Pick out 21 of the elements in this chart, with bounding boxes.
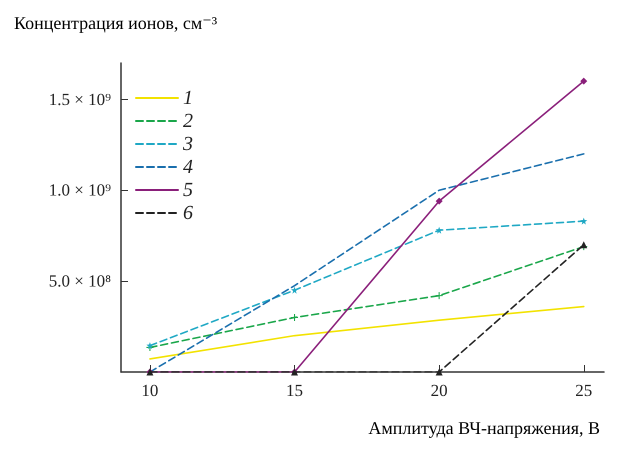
x-tick-label: 15 [286, 381, 304, 400]
y-tick-label: 1.0 × 10⁹ [48, 180, 112, 200]
point [580, 78, 588, 85]
y-tick-label: 5.0 × 10⁸ [48, 272, 112, 291]
x-tick-label: 10 [141, 381, 158, 400]
line-series [149, 306, 585, 360]
point [436, 226, 443, 234]
legend-label: 5 [183, 179, 193, 201]
y-axis-title: Концентрация ионов, см⁻³ [14, 13, 218, 33]
legend-label: 4 [183, 156, 193, 178]
point [436, 198, 443, 205]
legend-label: 1 [183, 87, 193, 109]
y-tick-label: 1.5 × 10⁹ [48, 90, 112, 109]
legend-label: 3 [182, 133, 193, 155]
point [291, 286, 298, 294]
legend-label: 2 [183, 110, 193, 132]
x-axis-title: Амплитуда ВЧ-напряжения, В [368, 418, 600, 438]
x-tick-label: 25 [575, 381, 592, 400]
point [580, 218, 588, 225]
x-tick-label: 20 [430, 381, 448, 400]
legend-label: 6 [183, 202, 193, 224]
